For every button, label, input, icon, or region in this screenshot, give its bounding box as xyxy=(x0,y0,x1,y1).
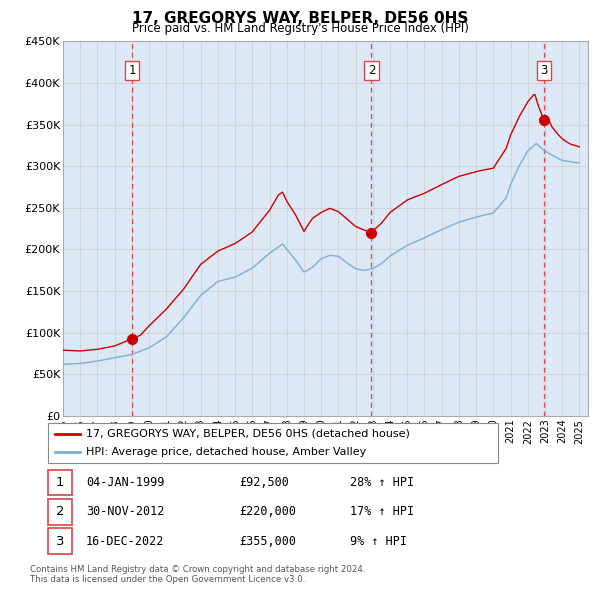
Text: 2: 2 xyxy=(56,505,64,519)
Text: £92,500: £92,500 xyxy=(239,476,289,489)
Text: Contains HM Land Registry data © Crown copyright and database right 2024.
This d: Contains HM Land Registry data © Crown c… xyxy=(30,565,365,584)
Text: 3: 3 xyxy=(56,535,64,548)
FancyBboxPatch shape xyxy=(48,499,72,525)
Text: 17, GREGORYS WAY, BELPER, DE56 0HS: 17, GREGORYS WAY, BELPER, DE56 0HS xyxy=(132,11,468,26)
Text: 30-NOV-2012: 30-NOV-2012 xyxy=(86,505,164,519)
Text: 16-DEC-2022: 16-DEC-2022 xyxy=(86,535,164,548)
Bar xyxy=(63,41,588,416)
Text: 3: 3 xyxy=(541,64,548,77)
Text: HPI: Average price, detached house, Amber Valley: HPI: Average price, detached house, Ambe… xyxy=(86,447,367,457)
Text: 1: 1 xyxy=(128,64,136,77)
Text: 2: 2 xyxy=(368,64,375,77)
FancyBboxPatch shape xyxy=(48,470,72,496)
Text: 17, GREGORYS WAY, BELPER, DE56 0HS (detached house): 17, GREGORYS WAY, BELPER, DE56 0HS (deta… xyxy=(86,429,410,439)
FancyBboxPatch shape xyxy=(48,528,72,554)
Text: 9% ↑ HPI: 9% ↑ HPI xyxy=(350,535,407,548)
Text: 28% ↑ HPI: 28% ↑ HPI xyxy=(350,476,415,489)
Text: £220,000: £220,000 xyxy=(239,505,296,519)
Text: 17% ↑ HPI: 17% ↑ HPI xyxy=(350,505,415,519)
Text: 04-JAN-1999: 04-JAN-1999 xyxy=(86,476,164,489)
Text: Price paid vs. HM Land Registry's House Price Index (HPI): Price paid vs. HM Land Registry's House … xyxy=(131,22,469,35)
FancyBboxPatch shape xyxy=(48,423,498,463)
Text: £355,000: £355,000 xyxy=(239,535,296,548)
Text: 1: 1 xyxy=(56,476,64,489)
